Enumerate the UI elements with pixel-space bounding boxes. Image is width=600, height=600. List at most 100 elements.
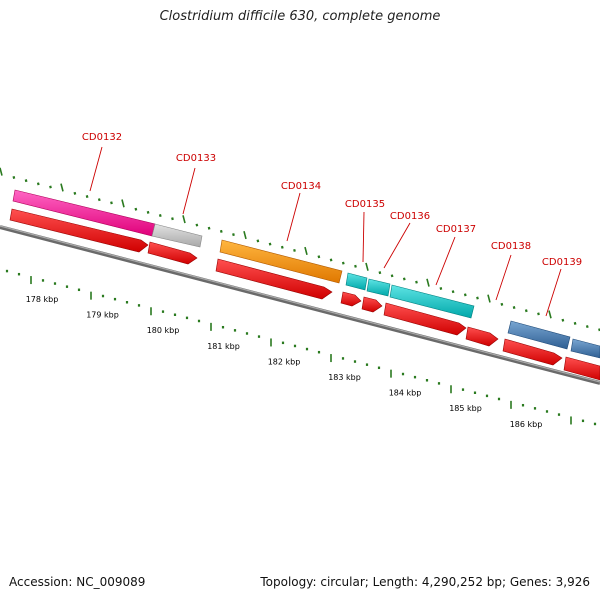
outer-tick — [476, 296, 479, 300]
outer-tick — [390, 274, 394, 278]
outer-tick — [426, 278, 430, 287]
outer-tick — [304, 246, 308, 256]
outer-tick — [329, 258, 333, 262]
gene-label-cd0138[interactable]: CD0138 — [491, 241, 531, 252]
outer-tick — [487, 294, 491, 303]
leader-cd0139 — [545, 268, 562, 317]
ruler-labels: 178 kbp 179 kbp 180 kbp 181 kbp 182 kbp 183 k… — [26, 295, 543, 429]
ruler-label: 179 kbp — [86, 311, 119, 320]
outer-tick — [341, 261, 345, 265]
outer-tick — [171, 217, 174, 221]
cds-arrow-cd0132[interactable] — [9, 208, 149, 253]
outer-tick — [317, 255, 321, 259]
outer-tick — [12, 175, 16, 179]
ruler-label: 182 kbp — [268, 357, 301, 366]
outer-tick — [451, 290, 455, 294]
outer-tick — [256, 239, 260, 243]
label-leaders — [89, 146, 562, 317]
outer-tick — [243, 231, 247, 240]
outer-tick — [24, 179, 28, 183]
genome-summary: Topology: circular; Length: 4,290,252 bp… — [260, 575, 590, 589]
map-title: Clostridium difficile 630, complete geno… — [159, 9, 441, 24]
outer-tick — [415, 280, 418, 284]
gene-block-cd0134[interactable] — [219, 239, 343, 284]
outer-tick — [512, 306, 516, 310]
outer-tick — [207, 226, 211, 230]
gene-block-cd0135[interactable] — [345, 272, 368, 291]
ruler-label: 180 kbp — [147, 326, 180, 335]
gene-label-cd0132[interactable]: CD0132 — [82, 132, 122, 143]
gene-block-cd0138[interactable] — [507, 320, 571, 350]
outer-tick — [232, 233, 235, 237]
cds-arrow-cd0139[interactable] — [563, 356, 600, 381]
outer-tick — [97, 198, 101, 202]
outer-tick — [73, 191, 77, 195]
outer-tick — [219, 229, 223, 233]
gene-block-cd0133[interactable] — [151, 223, 203, 248]
gene-label-cd0139[interactable]: CD0139 — [542, 257, 582, 268]
gene-block-cd0139[interactable] — [570, 338, 600, 359]
genome-backbone — [0, 225, 600, 385]
cds-arrow-cd0135[interactable] — [340, 291, 362, 307]
outer-tick — [134, 207, 138, 211]
outer-tick — [537, 312, 540, 316]
outer-tick — [110, 201, 113, 205]
cog-track — [12, 189, 600, 359]
gene-label-cd0135[interactable]: CD0135 — [345, 199, 385, 210]
leader-cd0138 — [495, 254, 512, 301]
gene-block-cd0137[interactable] — [389, 284, 475, 319]
outer-tick — [402, 277, 406, 281]
leader-cd0135 — [362, 211, 365, 263]
ruler-label: 186 kbp — [510, 420, 543, 429]
outer-tick — [60, 183, 64, 192]
outer-tick — [573, 321, 577, 325]
cds-arrow-cd0134[interactable] — [215, 258, 333, 300]
cds-arrow-cd0138[interactable] — [502, 338, 563, 366]
gene-label-cd0137[interactable]: CD0137 — [436, 224, 476, 235]
accession-label: Accession: NC_009089 — [9, 575, 146, 589]
cds-arrow-cd0137[interactable] — [383, 302, 467, 336]
outer-tick — [268, 242, 272, 246]
outer-tick — [585, 325, 589, 329]
outer-tick — [195, 223, 199, 227]
outer-tick — [49, 185, 52, 189]
outer-tick — [439, 287, 443, 290]
gene-block-cd0136[interactable] — [366, 278, 391, 297]
outer-tick — [293, 248, 296, 252]
outer-tick — [548, 310, 552, 319]
cds-arrow-cd0137b[interactable] — [465, 326, 499, 347]
leader-cd0132 — [89, 146, 103, 192]
outer-tick — [280, 245, 284, 249]
outer-tick — [500, 302, 504, 306]
gene-label-cd0134[interactable]: CD0134 — [281, 181, 321, 192]
outer-tick — [378, 271, 382, 275]
ruler-label: 183 kbp — [328, 373, 361, 382]
cds-arrow-cd0133[interactable] — [147, 241, 198, 265]
gene-label-cd0136[interactable]: CD0136 — [390, 211, 430, 222]
outer-tick — [524, 309, 528, 313]
outer-tick — [561, 318, 565, 322]
cds-track — [9, 208, 600, 381]
outer-tick — [463, 293, 467, 297]
genome-backbone-highlight — [0, 225, 600, 383]
outer-tick — [0, 167, 3, 176]
outer-tick — [365, 262, 369, 271]
outer-tick — [121, 199, 125, 208]
outer-tick — [182, 215, 186, 224]
outer-tick — [36, 182, 40, 186]
ruler-label: 185 kbp — [449, 404, 482, 413]
inner-tick-ring — [5, 269, 597, 426]
ruler-label: 178 kbp — [26, 295, 59, 304]
ruler-label: 184 kbp — [389, 389, 422, 398]
cds-arrow-cd0136[interactable] — [361, 296, 383, 313]
outer-tick — [354, 264, 357, 268]
leader-cd0137 — [435, 236, 456, 286]
outer-tick-ring — [0, 167, 600, 332]
outer-tick — [158, 214, 162, 218]
ruler-label: 181 kbp — [207, 342, 240, 351]
gene-label-cd0133[interactable]: CD0133 — [176, 153, 216, 164]
leader-cd0133 — [182, 167, 196, 215]
gene-labels: CD0132 CD0133 CD0134 CD0135 CD0136 CD013… — [82, 132, 582, 268]
leader-cd0136 — [383, 222, 411, 269]
